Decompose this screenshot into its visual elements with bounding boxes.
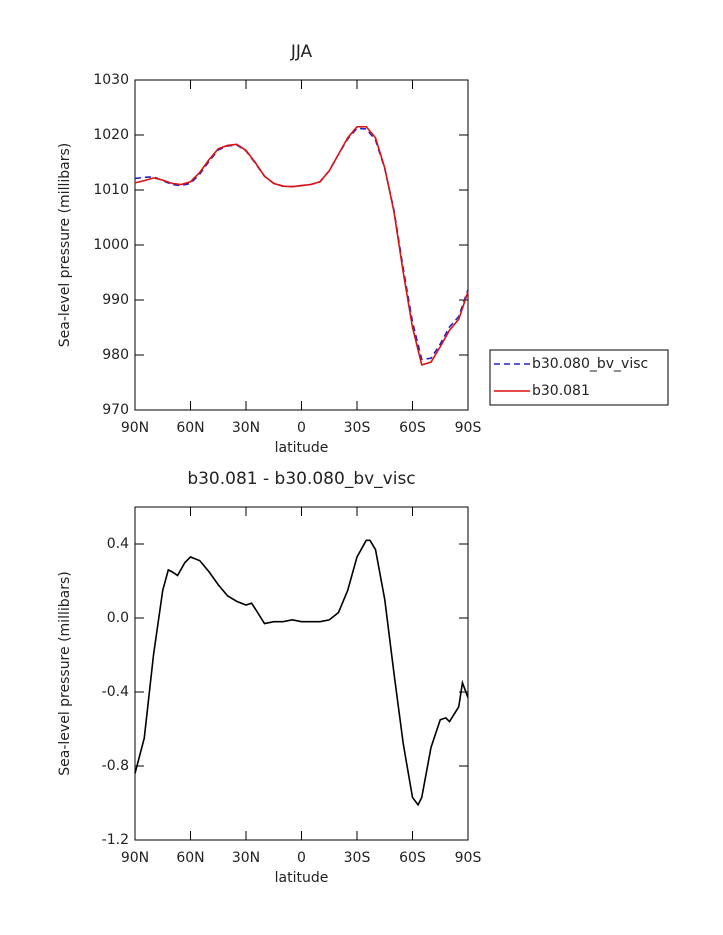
x-tick-label: 90N xyxy=(121,850,149,866)
x-tick-label: 90S xyxy=(455,420,482,436)
chart-title: JJA xyxy=(290,42,313,62)
legend-box xyxy=(489,349,669,406)
data-line xyxy=(134,127,469,361)
x-tick-label: 60N xyxy=(176,420,204,436)
x-tick-label: 0 xyxy=(297,420,306,436)
y-tick-label: 1000 xyxy=(93,237,129,253)
x-tick-label: 30N xyxy=(232,850,260,866)
y-axis-label: Sea-level pressure (millibars) xyxy=(57,143,73,347)
y-tick-label: 1010 xyxy=(93,182,129,198)
plot-frame xyxy=(134,79,469,411)
plot-frame xyxy=(134,506,469,841)
x-tick-label: 60S xyxy=(399,420,426,436)
y-tick-label: -0.8 xyxy=(102,758,129,774)
y-tick-label: -1.2 xyxy=(102,832,129,848)
y-tick-label: 980 xyxy=(102,347,129,363)
chart-title: b30.081 - b30.080_bv_visc xyxy=(187,469,415,489)
data-line xyxy=(134,539,469,807)
x-axis-label: latitude xyxy=(275,870,329,886)
x-tick-label: 0 xyxy=(297,850,306,866)
x-tick-label: 60N xyxy=(176,850,204,866)
x-tick-label: 30N xyxy=(232,420,260,436)
y-tick-label: 0.4 xyxy=(107,536,129,552)
y-tick-label: 1020 xyxy=(93,127,129,143)
y-tick-label: 1030 xyxy=(93,72,129,88)
y-tick-label: 990 xyxy=(102,292,129,308)
x-tick-label: 90S xyxy=(455,850,482,866)
x-tick-label: 90N xyxy=(121,420,149,436)
legend-label: b30.081 xyxy=(532,383,590,399)
x-tick-label: 30S xyxy=(344,850,371,866)
data-line xyxy=(134,125,469,366)
x-tick-label: 30S xyxy=(344,420,371,436)
x-axis-label: latitude xyxy=(275,440,329,456)
y-tick-label: -0.4 xyxy=(102,684,129,700)
legend-label: b30.080_bv_visc xyxy=(532,356,648,372)
y-tick-label: 970 xyxy=(102,402,129,418)
x-tick-label: 60S xyxy=(399,850,426,866)
y-tick-label: 0.0 xyxy=(107,610,129,626)
y-axis-label: Sea-level pressure (millibars) xyxy=(57,571,73,775)
